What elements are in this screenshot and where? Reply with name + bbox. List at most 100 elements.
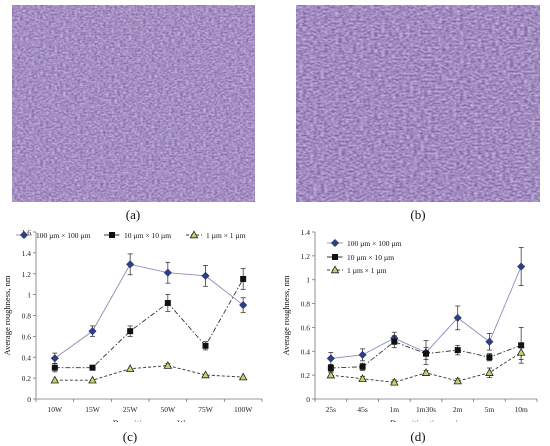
x-axis-label: Deposition time, min [390,418,463,422]
x-tick-label: 45s [357,405,368,414]
y-tick-label: 1.2 [301,252,311,261]
legend-item: 100 µm × 100 µm [327,238,402,248]
legend: 100 µm × 100 µm 10 µm × 10 µm 1 µm × 1 µm [16,230,246,240]
y-tick-label: 0.2 [22,374,32,383]
legend-item: 1 µm × 1 µm [186,230,246,240]
data-point [201,271,210,280]
y-tick-label: 0.8 [301,300,311,309]
legend-marker [109,232,115,238]
series-1 [50,253,248,364]
legend-label: 100 µm × 100 µm [347,239,402,248]
data-point [201,370,210,379]
panel-label-c: (c) [122,429,138,444]
data-point [125,364,135,372]
legend-marker [330,265,340,274]
data-point [453,313,462,322]
y-tick-label: 1.4 [22,249,32,258]
legend-label: 10 µm × 10 µm [347,253,394,262]
data-point [239,300,248,310]
data-point [163,360,173,369]
data-point [89,364,96,371]
series-2 [51,268,247,373]
data-point [50,375,60,384]
x-tick-label: 25s [326,405,337,414]
data-point [391,338,398,345]
series-2 [327,327,525,372]
micrograph-a-image [12,5,255,202]
data-point [88,375,97,384]
y-tick-label: 0.4 [301,347,311,356]
legend-label: 100 µm × 100 µm [36,231,91,240]
x-axis-label: Deposition power, W [113,418,185,422]
series-line [54,263,244,359]
data-point [202,342,209,349]
x-tick-label: 1m30s [416,405,436,414]
x-tick-label: 100W [234,405,253,414]
y-axis-label: Average roughness, nm [281,275,291,355]
data-point [359,363,366,370]
y-tick-label: 1.2 [22,270,32,279]
x-tick-label: 10m [514,405,528,414]
micrograph-b [296,5,540,202]
x-tick-label: 25W [123,405,139,414]
legend-marker [19,230,29,240]
data-point [358,350,367,359]
data-point [88,327,97,336]
y-tick-label: 1 [306,276,310,285]
legend-marker [189,230,199,239]
data-point [240,275,247,282]
x-tick-label: 75W [198,405,214,414]
legend-label: 1 µm × 1 µm [206,231,246,240]
data-point [485,368,494,376]
data-point [486,354,493,361]
y-tick-label: 0.8 [22,312,32,321]
series-3 [50,360,248,384]
data-point [164,299,171,306]
x-tick-label: 5m [485,405,495,414]
y-tick-label: 0.6 [22,332,32,341]
data-point [127,328,134,335]
panel-label-a: (a) [125,207,141,222]
y-tick-label: 1.6 [22,228,32,237]
y-tick-label: 0.4 [22,353,32,362]
data-point [126,260,135,269]
data-point [358,374,367,382]
legend-item: 10 µm × 10 µm [327,253,394,262]
y-tick-label: 1 [27,291,31,300]
y-tick-label: 0 [27,395,31,404]
micrograph-b-image [296,5,540,202]
legend: 100 µm × 100 µm 10 µm × 10 µm 1 µm × 1 µm [327,238,402,275]
micrograph-a [12,5,255,202]
panel-label-b: (b) [410,207,426,222]
legend-label: 1 µm × 1 µm [347,266,387,275]
x-tick-label: 1m [389,405,399,414]
x-tick-label: 15W [85,405,101,414]
panel-label-d: (d) [410,429,426,444]
legend-item: 10 µm × 10 µm [104,231,171,240]
y-tick-label: 0.6 [301,323,311,332]
legend-marker [330,238,340,248]
legend-marker [332,254,338,260]
data-point [516,347,526,356]
data-point [517,262,526,271]
series-3 [326,344,526,386]
data-point [453,376,462,385]
series-line [54,365,244,381]
x-tick-label: 2m [453,405,463,414]
data-point [421,368,431,376]
data-point [485,337,494,346]
data-point [454,347,461,354]
data-point [50,354,59,363]
x-tick-label: 10W [48,405,64,414]
data-point [327,364,334,371]
data-point [390,377,399,386]
data-point [238,372,248,381]
data-point [423,350,429,357]
series-line [54,278,244,369]
y-axis-label: Average roughness, nm [2,275,12,355]
data-point [326,354,335,363]
y-tick-label: 0.2 [301,371,311,380]
x-tick-label: 50W [161,405,177,414]
y-tick-label: 1.4 [301,228,311,237]
legend-item: 1 µm × 1 µm [327,265,387,275]
